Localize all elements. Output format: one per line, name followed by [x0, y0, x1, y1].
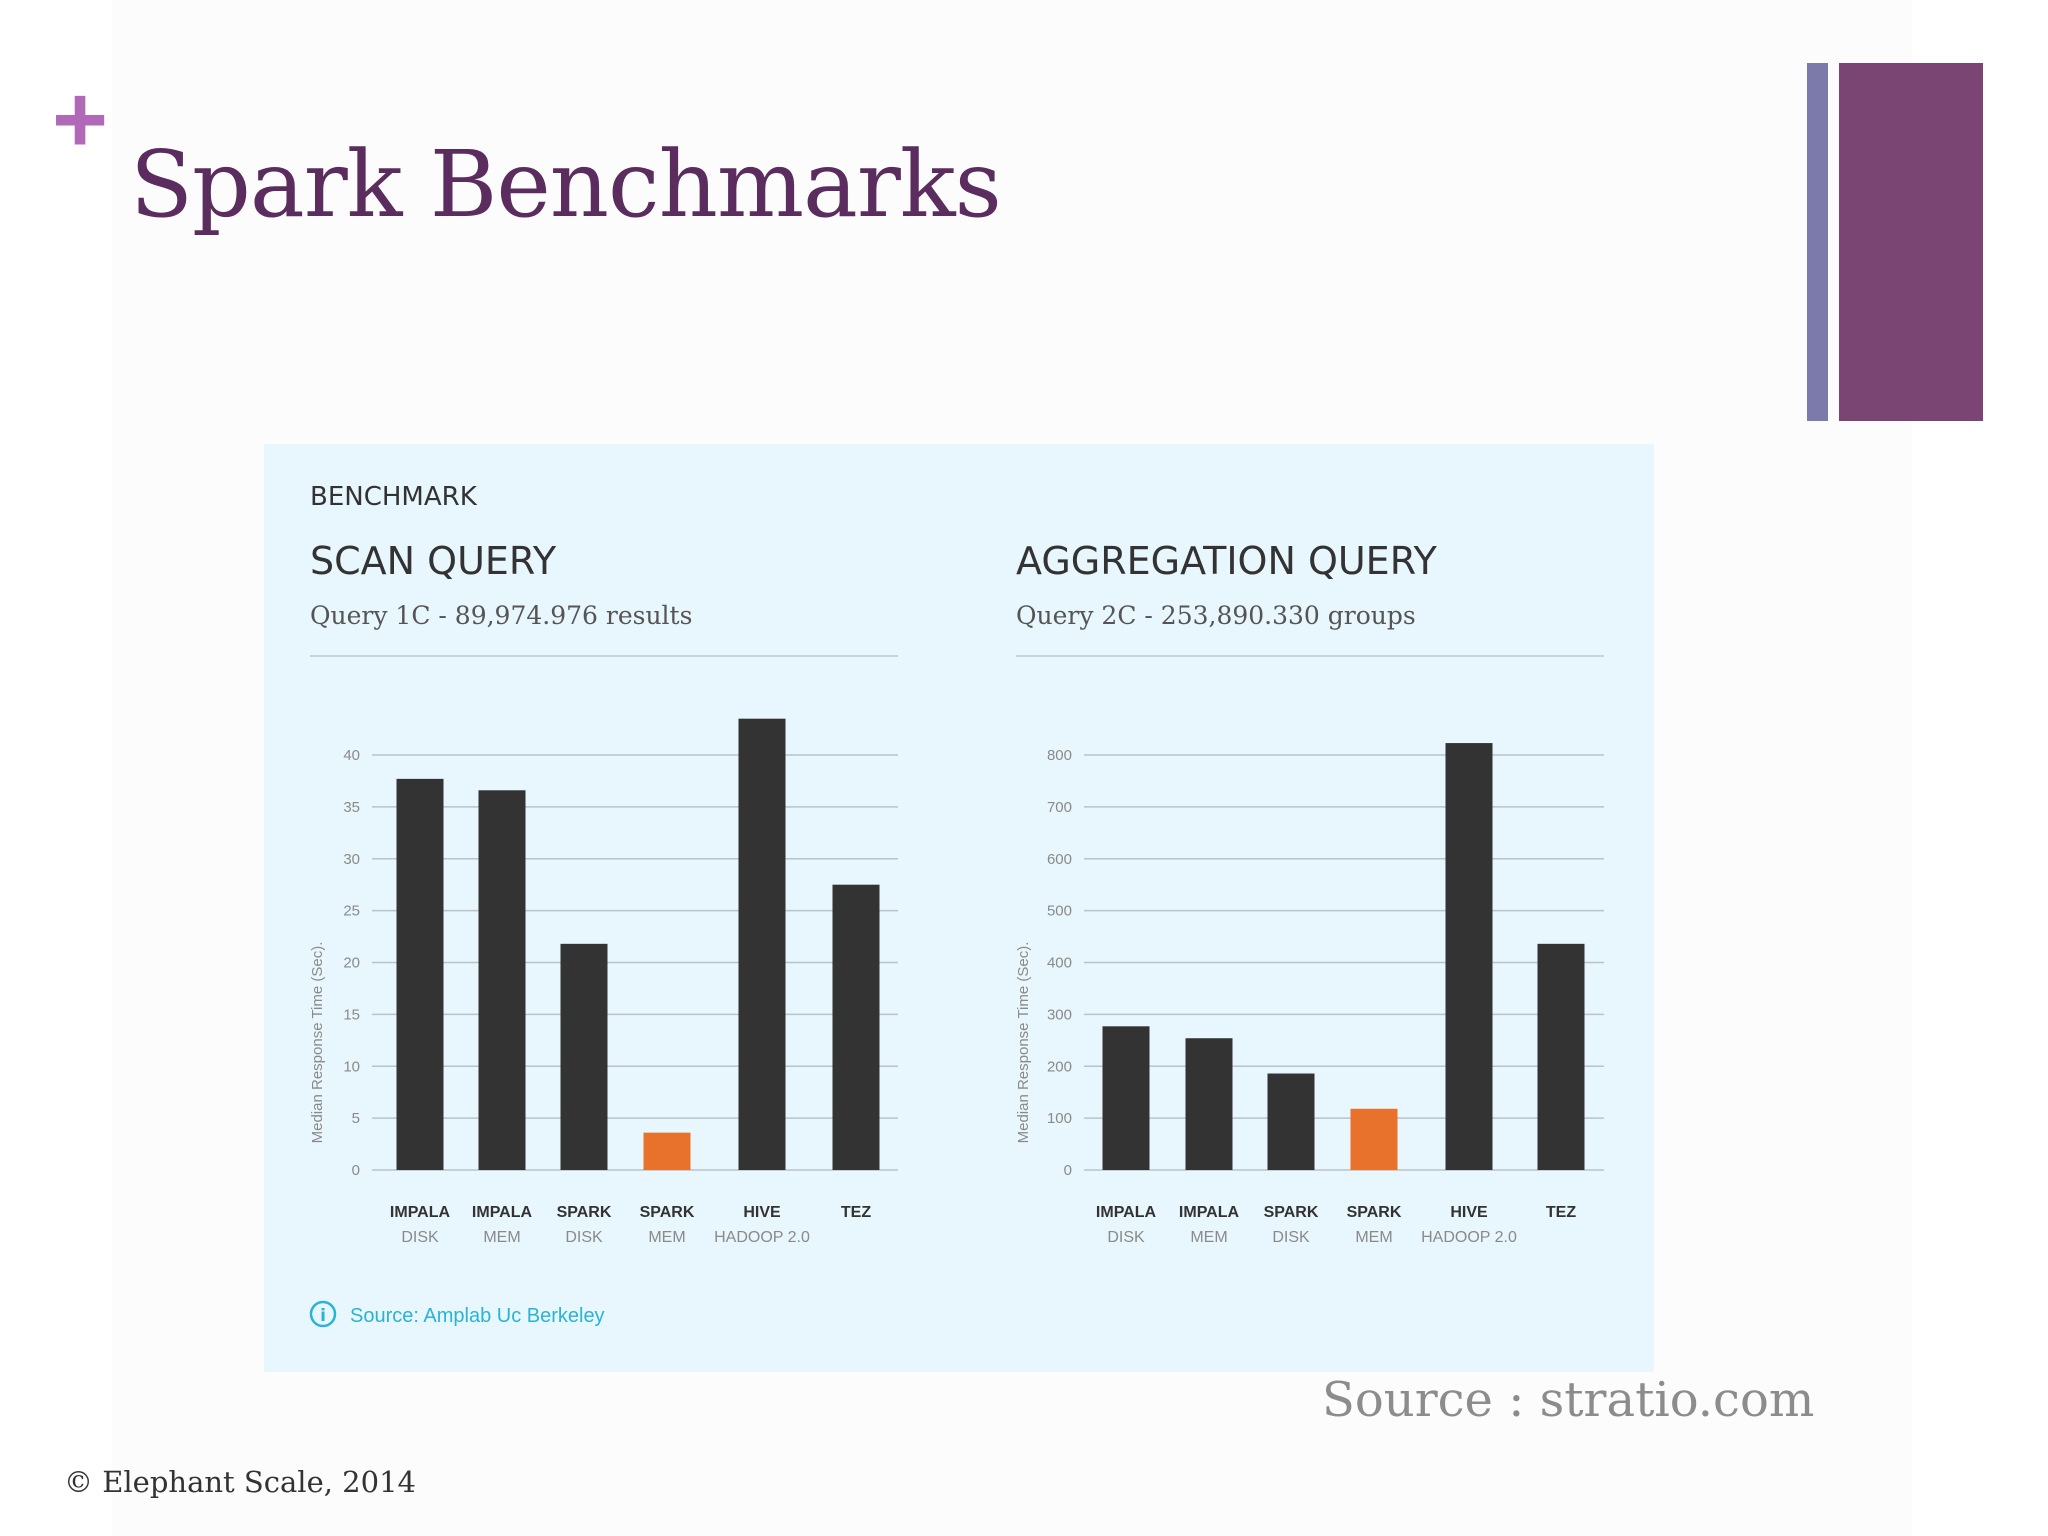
y-tick-label: 600	[1047, 851, 1072, 868]
y-tick-label: 100	[1047, 1110, 1072, 1127]
x-tick-sublabel: MEM	[483, 1229, 520, 1246]
x-tick-sublabel: HADOOP 2.0	[1421, 1229, 1517, 1246]
x-tick-label: HIVE	[743, 1204, 781, 1221]
x-tick-label: IMPALA	[390, 1204, 451, 1221]
x-tick-sublabel: MEM	[648, 1229, 685, 1246]
x-tick-label: IMPALA	[1096, 1204, 1157, 1221]
source-text: Source: Amplab Uc Berkeley	[350, 1305, 605, 1327]
accent-bar-wide	[1839, 63, 1983, 421]
bar	[396, 778, 444, 1170]
x-tick-label: SPARK	[1264, 1204, 1319, 1221]
plus-decoration: +	[52, 66, 109, 173]
bar	[643, 1132, 691, 1170]
y-tick-label: 0	[1064, 1162, 1072, 1179]
bar	[1350, 1108, 1398, 1170]
benchmark-panel: BENCHMARK i Source: Amplab Uc Berkeley SCAN…	[264, 444, 1654, 1372]
y-tick-label: 500	[1047, 903, 1072, 920]
bar	[1537, 943, 1585, 1170]
info-icon	[309, 1300, 337, 1328]
bar	[1102, 1026, 1150, 1170]
copyright: © Elephant Scale, 2014	[64, 1465, 416, 1499]
x-tick-label: IMPALA	[1179, 1204, 1240, 1221]
y-tick-label: 30	[343, 851, 360, 868]
x-tick-label: SPARK	[640, 1204, 695, 1221]
chart-title: AGGREGATION QUERY	[1016, 539, 1438, 583]
y-tick-label: 5	[352, 1110, 360, 1127]
bar	[478, 790, 526, 1170]
x-tick-label: HIVE	[1450, 1204, 1488, 1221]
accent-bar-thin	[1807, 63, 1828, 421]
x-tick-label: SPARK	[1347, 1204, 1402, 1221]
source-link[interactable]: i Source: Amplab Uc Berkeley	[309, 1300, 605, 1328]
bar	[1267, 1073, 1315, 1170]
x-tick-sublabel: MEM	[1190, 1229, 1227, 1246]
chart-title: SCAN QUERY	[310, 539, 557, 583]
x-tick-label: TEZ	[841, 1204, 871, 1221]
bar	[832, 884, 880, 1170]
y-tick-label: 0	[352, 1162, 360, 1179]
x-tick-sublabel: MEM	[1355, 1229, 1392, 1246]
x-tick-sublabel: HADOOP 2.0	[714, 1229, 810, 1246]
chart-0: SCAN QUERY Query 1C - 89,974.976 results 0…	[309, 539, 898, 1246]
x-tick-sublabel: DISK	[1107, 1229, 1145, 1246]
x-tick-label: SPARK	[557, 1204, 612, 1221]
chart-subtitle: Query 2C - 253,890.330 groups	[1016, 601, 1416, 630]
x-tick-label: TEZ	[1546, 1204, 1576, 1221]
y-tick-label: 200	[1047, 1058, 1072, 1075]
x-tick-sublabel: DISK	[401, 1229, 439, 1246]
y-tick-label: 700	[1047, 799, 1072, 816]
x-tick-sublabel: DISK	[565, 1229, 603, 1246]
benchmark-charts: BENCHMARK i Source: Amplab Uc Berkeley SCAN…	[309, 482, 1604, 1328]
y-axis-label: Median Response Time (Sec).	[1015, 942, 1032, 1144]
chart-1: AGGREGATION QUERY Query 2C - 253,890.330 …	[1015, 539, 1604, 1246]
y-tick-label: 400	[1047, 955, 1072, 972]
bar	[738, 718, 786, 1170]
y-tick-label: 25	[343, 903, 360, 920]
y-tick-label: 15	[343, 1006, 360, 1023]
bar	[560, 943, 608, 1170]
y-tick-label: 20	[343, 955, 360, 972]
y-tick-label: 10	[343, 1058, 360, 1075]
bar	[1185, 1038, 1233, 1170]
y-tick-label: 40	[343, 747, 360, 764]
panel-header: BENCHMARK	[310, 482, 478, 512]
x-tick-sublabel: DISK	[1272, 1229, 1310, 1246]
y-tick-label: 800	[1047, 747, 1072, 764]
slide-title: Spark Benchmarks	[130, 131, 1002, 238]
y-tick-label: 300	[1047, 1006, 1072, 1023]
y-tick-label: 35	[343, 799, 360, 816]
y-axis-label: Median Response Time (Sec).	[309, 942, 326, 1144]
info-icon-glyph: i	[320, 1306, 326, 1326]
x-tick-label: IMPALA	[472, 1204, 533, 1221]
source-note: Source : stratio.com	[1322, 1372, 1815, 1428]
chart-subtitle: Query 1C - 89,974.976 results	[310, 601, 692, 630]
bar	[1445, 743, 1493, 1170]
